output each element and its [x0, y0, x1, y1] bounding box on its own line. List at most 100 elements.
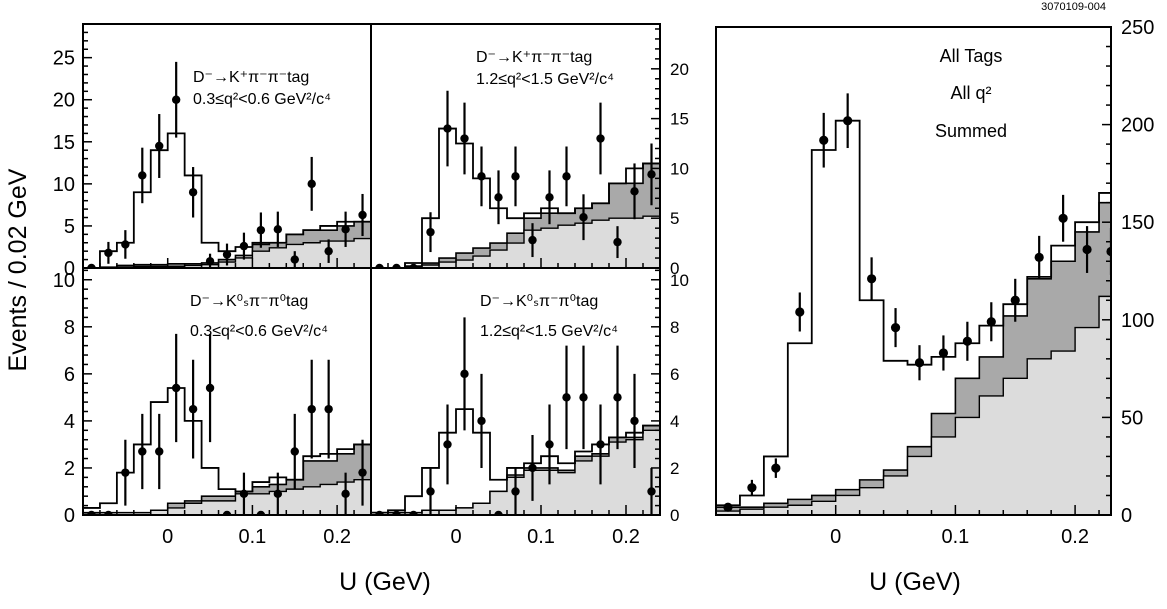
data-point [1034, 252, 1044, 262]
panel-frame [370, 267, 661, 516]
data-point [443, 440, 452, 449]
data-point [596, 440, 605, 449]
data-point [358, 468, 367, 477]
panel-right: 0 50 100 150 200 250 0 0.1 0.2 All Tags All q² Summ… [715, 17, 1154, 548]
data-point [494, 510, 503, 515]
data-point [341, 489, 350, 499]
data-point [409, 510, 418, 515]
data-point [324, 404, 333, 414]
data-point [528, 235, 537, 245]
panel-annotation: Summed [935, 121, 1007, 141]
y-tick-label: 0 [64, 258, 75, 280]
data-point [375, 510, 384, 515]
background-light-area [371, 429, 660, 515]
x-tick-label: 0 [450, 526, 461, 548]
y-tick-label: 10 [670, 159, 689, 178]
panel-bottom-middle: 0 2 4 6 8 10 0 0.1 0.2 D⁻→K⁰ₛπ⁻π⁰tag 1.2≤q²<1.5 Ge… [370, 267, 689, 548]
data-point [867, 274, 877, 284]
y-tick-label: 2 [64, 458, 75, 480]
data-point [1010, 295, 1020, 305]
y-tick-label: 100 [1121, 310, 1154, 332]
data-point [155, 141, 164, 151]
data-point [256, 225, 266, 235]
y-tick-label: 20 [53, 90, 75, 112]
y-axis-title: Events / 0.02 GeV [4, 168, 32, 371]
data-point [630, 416, 639, 426]
panel-annotation: D⁻→K⁺π⁻π⁻tag [193, 69, 309, 86]
y-tick-label: 0 [1121, 505, 1132, 527]
y-tick-label: 250 [1121, 17, 1154, 39]
background-light-area [371, 215, 660, 268]
panel-annotation: All q² [950, 83, 991, 103]
data-point [324, 246, 333, 256]
data-point [104, 248, 113, 258]
data-point [562, 393, 571, 402]
x-tick-label: 0 [162, 526, 173, 548]
x-tick-label: 0.2 [1061, 526, 1089, 548]
data-point [87, 510, 96, 515]
y-tick-label: 50 [1121, 407, 1143, 429]
data-point [511, 487, 520, 496]
y-tick-label: 5 [670, 209, 679, 228]
x-tick-label: 0.1 [239, 526, 267, 548]
data-point [477, 416, 486, 426]
plot-area [371, 317, 660, 515]
data-point [239, 489, 249, 499]
panel-top-middle: 0 5 10 15 20 D⁻→K⁺π⁻π⁻tag 1.2≤q²<1.5 GeV²/c⁴ [370, 23, 689, 278]
data-point [222, 510, 232, 515]
data-point [222, 250, 232, 259]
data-point [914, 358, 925, 368]
panel-annotation: 0.3≤q²<0.6 GeV²/c⁴ [193, 91, 331, 108]
y-tick-label: 0 [670, 259, 679, 278]
data-point [562, 172, 571, 181]
data-point [426, 227, 435, 237]
figure-id-label: 3070109-004 [1041, 1, 1106, 13]
total-fit-line [83, 132, 371, 268]
data-point [239, 241, 249, 251]
data-point [647, 487, 656, 496]
data-point [104, 510, 113, 515]
data-point [477, 172, 486, 181]
data-point [121, 468, 130, 477]
y-tick-label: 6 [64, 364, 75, 386]
x-tick-label: 0 [830, 526, 841, 548]
data-point [613, 393, 622, 402]
x-tick-label: 0.2 [323, 526, 351, 548]
x-tick-label: 0.1 [941, 526, 969, 548]
panel-bottom-left: 0 2 4 6 8 10 0 0.1 0.2 D⁻→K⁰ₛπ⁻π⁰tag 0.3≤q²<0.6 Ge… [53, 267, 372, 548]
data-point [188, 404, 198, 414]
data-point [121, 240, 130, 249]
y-tick-label: 4 [64, 411, 75, 433]
data-point [409, 263, 418, 268]
data-point [962, 336, 972, 346]
data-point [426, 487, 435, 496]
x-tick-label: 0.1 [527, 526, 555, 548]
data-point [630, 187, 639, 196]
data-point [938, 348, 949, 358]
data-point [138, 171, 147, 180]
panel-annotation: D⁻→K⁰ₛπ⁻π⁰tag [190, 293, 308, 310]
data-point [494, 193, 503, 202]
data-point [443, 124, 452, 133]
data-point [138, 447, 147, 456]
y-tick-label: 25 [53, 48, 75, 70]
data-point [528, 463, 537, 473]
panel-annotation: 0.3≤q²<0.6 GeV²/c⁴ [190, 323, 328, 340]
plot-area [371, 90, 660, 268]
data-point [358, 210, 367, 220]
data-point [188, 188, 198, 197]
y-tick-label: 6 [670, 365, 679, 384]
data-point [511, 172, 520, 181]
total-fit-line [371, 408, 660, 514]
data-point [205, 383, 215, 393]
data-point [290, 255, 299, 264]
data-point [171, 95, 181, 104]
total-fit-line [371, 127, 660, 268]
data-point [460, 369, 469, 379]
data-point [986, 317, 996, 327]
data-point [647, 170, 656, 179]
data-point [545, 440, 554, 449]
y-tick-label: 200 [1121, 115, 1154, 137]
data-point [747, 483, 757, 493]
